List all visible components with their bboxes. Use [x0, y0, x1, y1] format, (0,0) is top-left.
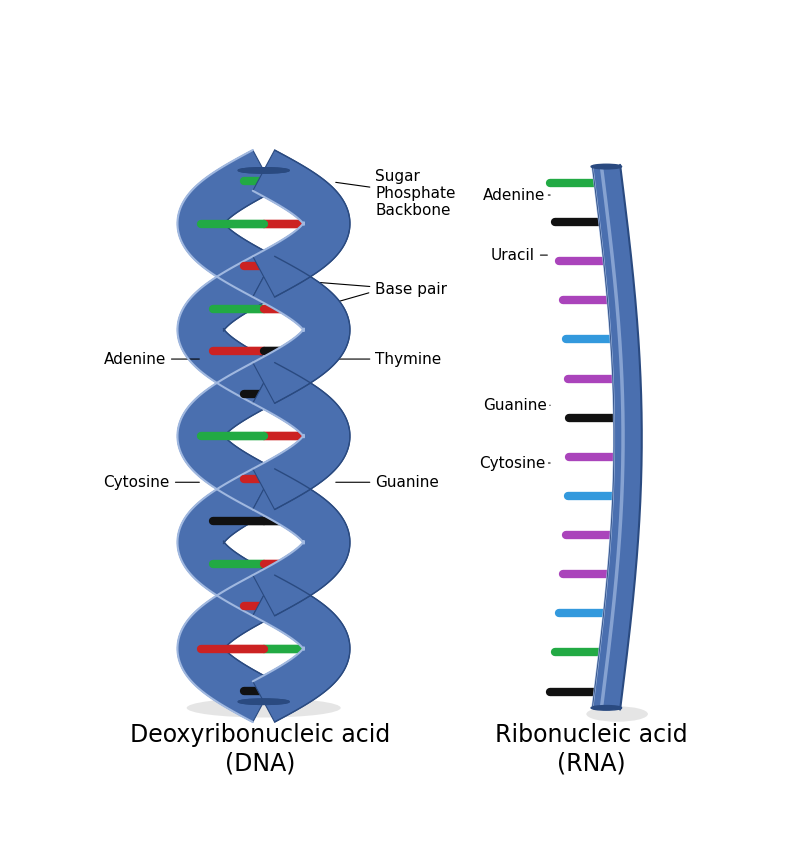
Text: Cytosine: Cytosine: [479, 456, 550, 470]
Polygon shape: [253, 150, 350, 297]
Polygon shape: [178, 150, 274, 297]
Ellipse shape: [586, 706, 648, 722]
Polygon shape: [178, 469, 274, 616]
Text: Base pair: Base pair: [317, 282, 447, 297]
Polygon shape: [593, 165, 642, 710]
Text: Thymine: Thymine: [336, 351, 442, 367]
Text: Cytosine: Cytosine: [103, 475, 199, 490]
Polygon shape: [253, 469, 350, 616]
Ellipse shape: [238, 168, 289, 173]
Text: Adenine: Adenine: [483, 188, 550, 203]
Ellipse shape: [238, 168, 289, 173]
Text: Guanine: Guanine: [336, 475, 439, 490]
Ellipse shape: [238, 699, 289, 705]
Polygon shape: [178, 363, 274, 509]
Polygon shape: [253, 575, 350, 722]
Text: Ribonucleic acid
(RNA): Ribonucleic acid (RNA): [494, 723, 687, 775]
Text: Guanine: Guanine: [483, 398, 550, 413]
Ellipse shape: [591, 164, 622, 169]
Ellipse shape: [238, 699, 289, 705]
Text: Deoxyribonucleic acid
(DNA): Deoxyribonucleic acid (DNA): [130, 723, 390, 775]
Polygon shape: [178, 256, 274, 403]
Ellipse shape: [591, 706, 622, 710]
Polygon shape: [253, 363, 350, 509]
Text: Uracil: Uracil: [491, 248, 547, 262]
Text: Sugar
Phosphate
Backbone: Sugar Phosphate Backbone: [336, 169, 456, 218]
Ellipse shape: [186, 698, 341, 717]
Text: Adenine: Adenine: [103, 351, 199, 367]
Polygon shape: [253, 256, 350, 403]
Polygon shape: [178, 575, 274, 722]
